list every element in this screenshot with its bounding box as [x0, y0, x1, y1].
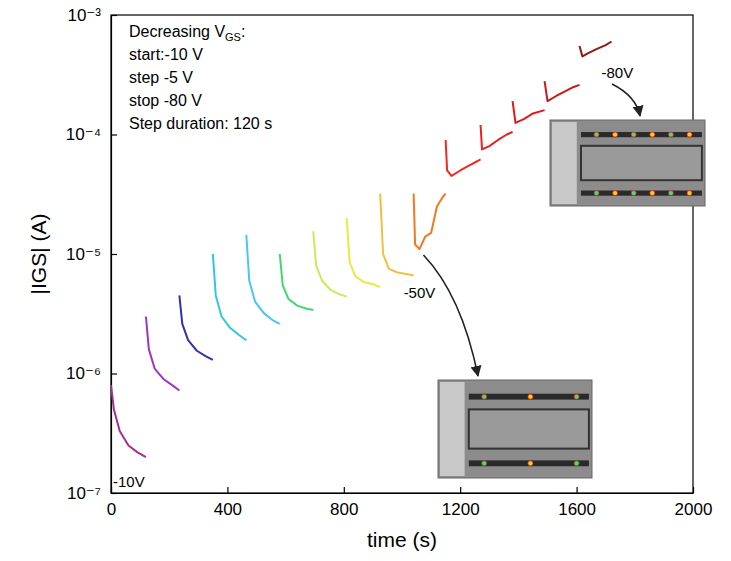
- plot-frame: [111, 15, 693, 493]
- y-tick: 10⁻³: [67, 6, 117, 25]
- x-tick-label: 0: [107, 500, 116, 519]
- series-line: [513, 101, 545, 123]
- series-line: [246, 235, 279, 324]
- inset-background: [438, 380, 592, 478]
- series-line: [580, 42, 612, 57]
- inset-hotspot: [631, 191, 636, 196]
- inset-hotspot: [613, 191, 618, 196]
- inset-hotspot: [613, 132, 618, 137]
- y-tick-mark: [111, 493, 117, 494]
- series-line: [280, 254, 313, 310]
- y-tick-mark: [111, 15, 117, 16]
- voltage-label: -10V: [113, 473, 145, 490]
- inset-hotspot: [594, 191, 599, 196]
- series-line: [380, 194, 413, 276]
- inset-pad: [581, 146, 702, 180]
- series-line: [179, 295, 212, 359]
- inset-channel: [469, 394, 589, 400]
- inset-hotspot: [650, 132, 655, 137]
- x-axis-title: time (s): [367, 528, 437, 551]
- y-tick-label: 10⁻⁵: [66, 245, 101, 264]
- x-tick: 1200: [442, 487, 480, 519]
- annotation: start:-10 V: [129, 46, 203, 63]
- x-tick-mark: [460, 487, 461, 493]
- x-tick-label: 400: [214, 500, 242, 519]
- y-tick: 10⁻⁷: [67, 484, 117, 503]
- chart: 0 400 800 1200 1600 2000 10⁻⁷ 10⁻⁶ 10⁻⁵ 10⁻⁴ 10⁻³ t…: [0, 0, 731, 561]
- series-line: [446, 140, 481, 176]
- x-tick-label: 2000: [675, 500, 713, 519]
- y-tick: 10⁻⁴: [66, 125, 117, 144]
- series-line: [146, 316, 179, 390]
- inset-hotspot: [650, 191, 655, 196]
- annotation: Decreasing VGS:: [129, 23, 245, 43]
- y-tick-label: 10⁻³: [67, 6, 101, 25]
- inset-pad: [469, 409, 589, 448]
- y-tick-mark: [111, 254, 117, 255]
- y-axis-title: |IGS| (A): [27, 214, 50, 295]
- inset-hotspot: [687, 191, 692, 196]
- inset-channel: [581, 191, 702, 196]
- y-axis: 10⁻⁷ 10⁻⁶ 10⁻⁵ 10⁻⁴ 10⁻³: [66, 6, 117, 503]
- inset-hotspot: [668, 132, 673, 137]
- inset-hotspot: [528, 461, 533, 466]
- voltage-label: -50V: [404, 284, 436, 301]
- series-line: [414, 194, 446, 249]
- series-line: [313, 231, 346, 296]
- x-tick: 2000: [675, 487, 713, 519]
- x-tick-label: 800: [330, 500, 358, 519]
- annotation: stop -80 V: [129, 92, 202, 109]
- y-tick: 10⁻⁶: [66, 364, 117, 383]
- x-axis-line: [112, 493, 694, 494]
- inset-hotspot: [482, 461, 487, 466]
- arrow: [423, 255, 478, 376]
- inset-hotspot: [574, 461, 579, 466]
- x-tick: 400: [214, 487, 242, 519]
- inset-hotspot: [668, 191, 673, 196]
- x-tick-mark: [693, 487, 694, 493]
- series-line: [213, 254, 246, 340]
- inset-hotspot: [482, 394, 487, 399]
- annotation-block: Decreasing VGS: start:-10 V step -5 V stop …: [129, 23, 272, 132]
- y-tick-mark: [111, 373, 117, 374]
- y-tick-label: 10⁻⁴: [66, 125, 101, 144]
- micrograph-inset: [550, 120, 705, 206]
- series-line: [545, 81, 580, 101]
- annotation: step -5 V: [129, 69, 193, 86]
- inset-channel: [469, 460, 589, 466]
- y-tick-mark: [111, 134, 117, 135]
- x-tick: 1600: [558, 487, 596, 519]
- inset-hotspot: [631, 132, 636, 137]
- inset-channel: [581, 132, 702, 137]
- x-tick-label: 1200: [442, 500, 480, 519]
- arrow: [612, 84, 640, 116]
- plot-marks: [111, 42, 612, 458]
- inset-hotspot: [687, 132, 692, 137]
- voltage-label: -80V: [602, 64, 634, 81]
- x-tick-mark: [227, 487, 228, 493]
- inset-background: [550, 120, 705, 206]
- x-tick-mark: [576, 487, 577, 493]
- series-line: [481, 125, 513, 149]
- inset-contact: [552, 122, 577, 204]
- micrograph-inset: [438, 380, 592, 478]
- inset-hotspot: [574, 394, 579, 399]
- annotation: Step duration: 120 s: [129, 115, 272, 132]
- series-line: [111, 385, 146, 457]
- x-tick-label: 1600: [558, 500, 596, 519]
- y-tick: 10⁻⁵: [66, 245, 117, 264]
- x-axis: 0 400 800 1200 1600 2000: [107, 487, 713, 519]
- y-tick-label: 10⁻⁶: [66, 364, 101, 383]
- x-tick-mark: [344, 487, 345, 493]
- x-tick: 800: [330, 487, 358, 519]
- y-tick-label: 10⁻⁷: [67, 484, 101, 503]
- series-line: [347, 218, 380, 287]
- inset-contact: [440, 382, 465, 476]
- inset-hotspot: [528, 394, 533, 399]
- inset-hotspot: [594, 132, 599, 137]
